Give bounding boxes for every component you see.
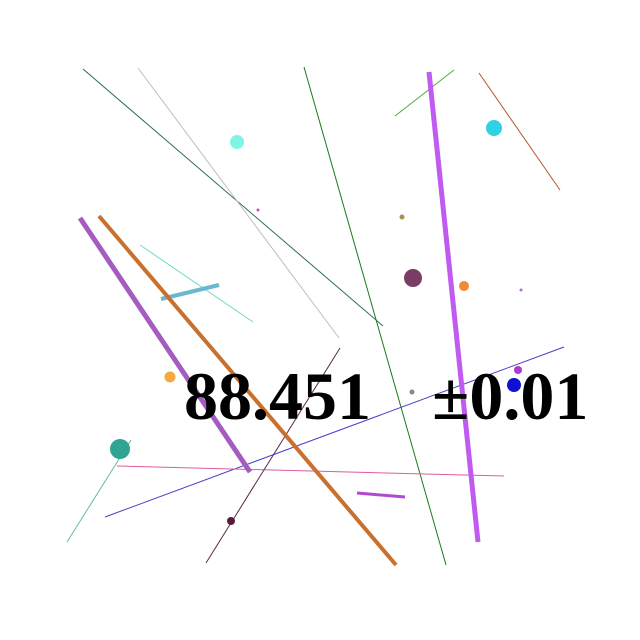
line-dark-green — [303, 66, 447, 566]
line-pink — [116, 465, 505, 477]
line-sky-blue-thick — [160, 283, 220, 301]
dot-cyan — [486, 120, 502, 136]
dot-violet-tiny — [519, 288, 523, 292]
dot-olive-small — [399, 214, 405, 220]
dot-purple — [514, 366, 522, 374]
line-aqua — [139, 244, 254, 323]
line-blue-violet — [104, 346, 565, 518]
dot-amber — [164, 371, 176, 383]
line-dark-plum — [205, 347, 341, 564]
measurement-tolerance: ±0.01 — [432, 358, 589, 434]
dot-teal — [110, 439, 130, 459]
line-orchid-thick — [77, 216, 253, 474]
measurement-value: 88.451 — [184, 358, 371, 434]
dot-dark-maroon — [227, 517, 235, 525]
dot-aqua-light — [230, 135, 244, 149]
dot-blue — [507, 378, 521, 392]
line-dark-teal — [82, 68, 384, 327]
dot-magenta-tiny — [256, 208, 260, 212]
line-rust — [478, 72, 561, 191]
dot-orange — [459, 281, 469, 291]
line-light-gray — [137, 67, 340, 339]
dot-maroon — [404, 269, 422, 287]
dot-gray — [409, 389, 415, 395]
line-orange-thick — [97, 214, 398, 567]
line-violet-thick — [426, 71, 481, 543]
line-magenta-short — [356, 491, 406, 499]
line-green-short — [394, 69, 455, 117]
